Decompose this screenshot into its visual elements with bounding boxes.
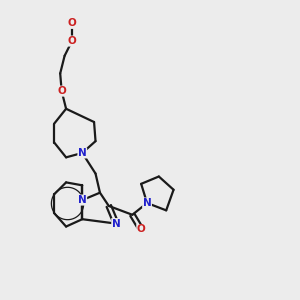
Text: N: N: [78, 148, 87, 158]
Text: O: O: [68, 36, 76, 46]
Text: O: O: [68, 18, 76, 28]
Text: O: O: [57, 86, 66, 96]
Text: N: N: [143, 198, 152, 208]
Text: N: N: [78, 195, 87, 205]
Text: O: O: [137, 224, 146, 235]
Text: N: N: [112, 219, 121, 229]
